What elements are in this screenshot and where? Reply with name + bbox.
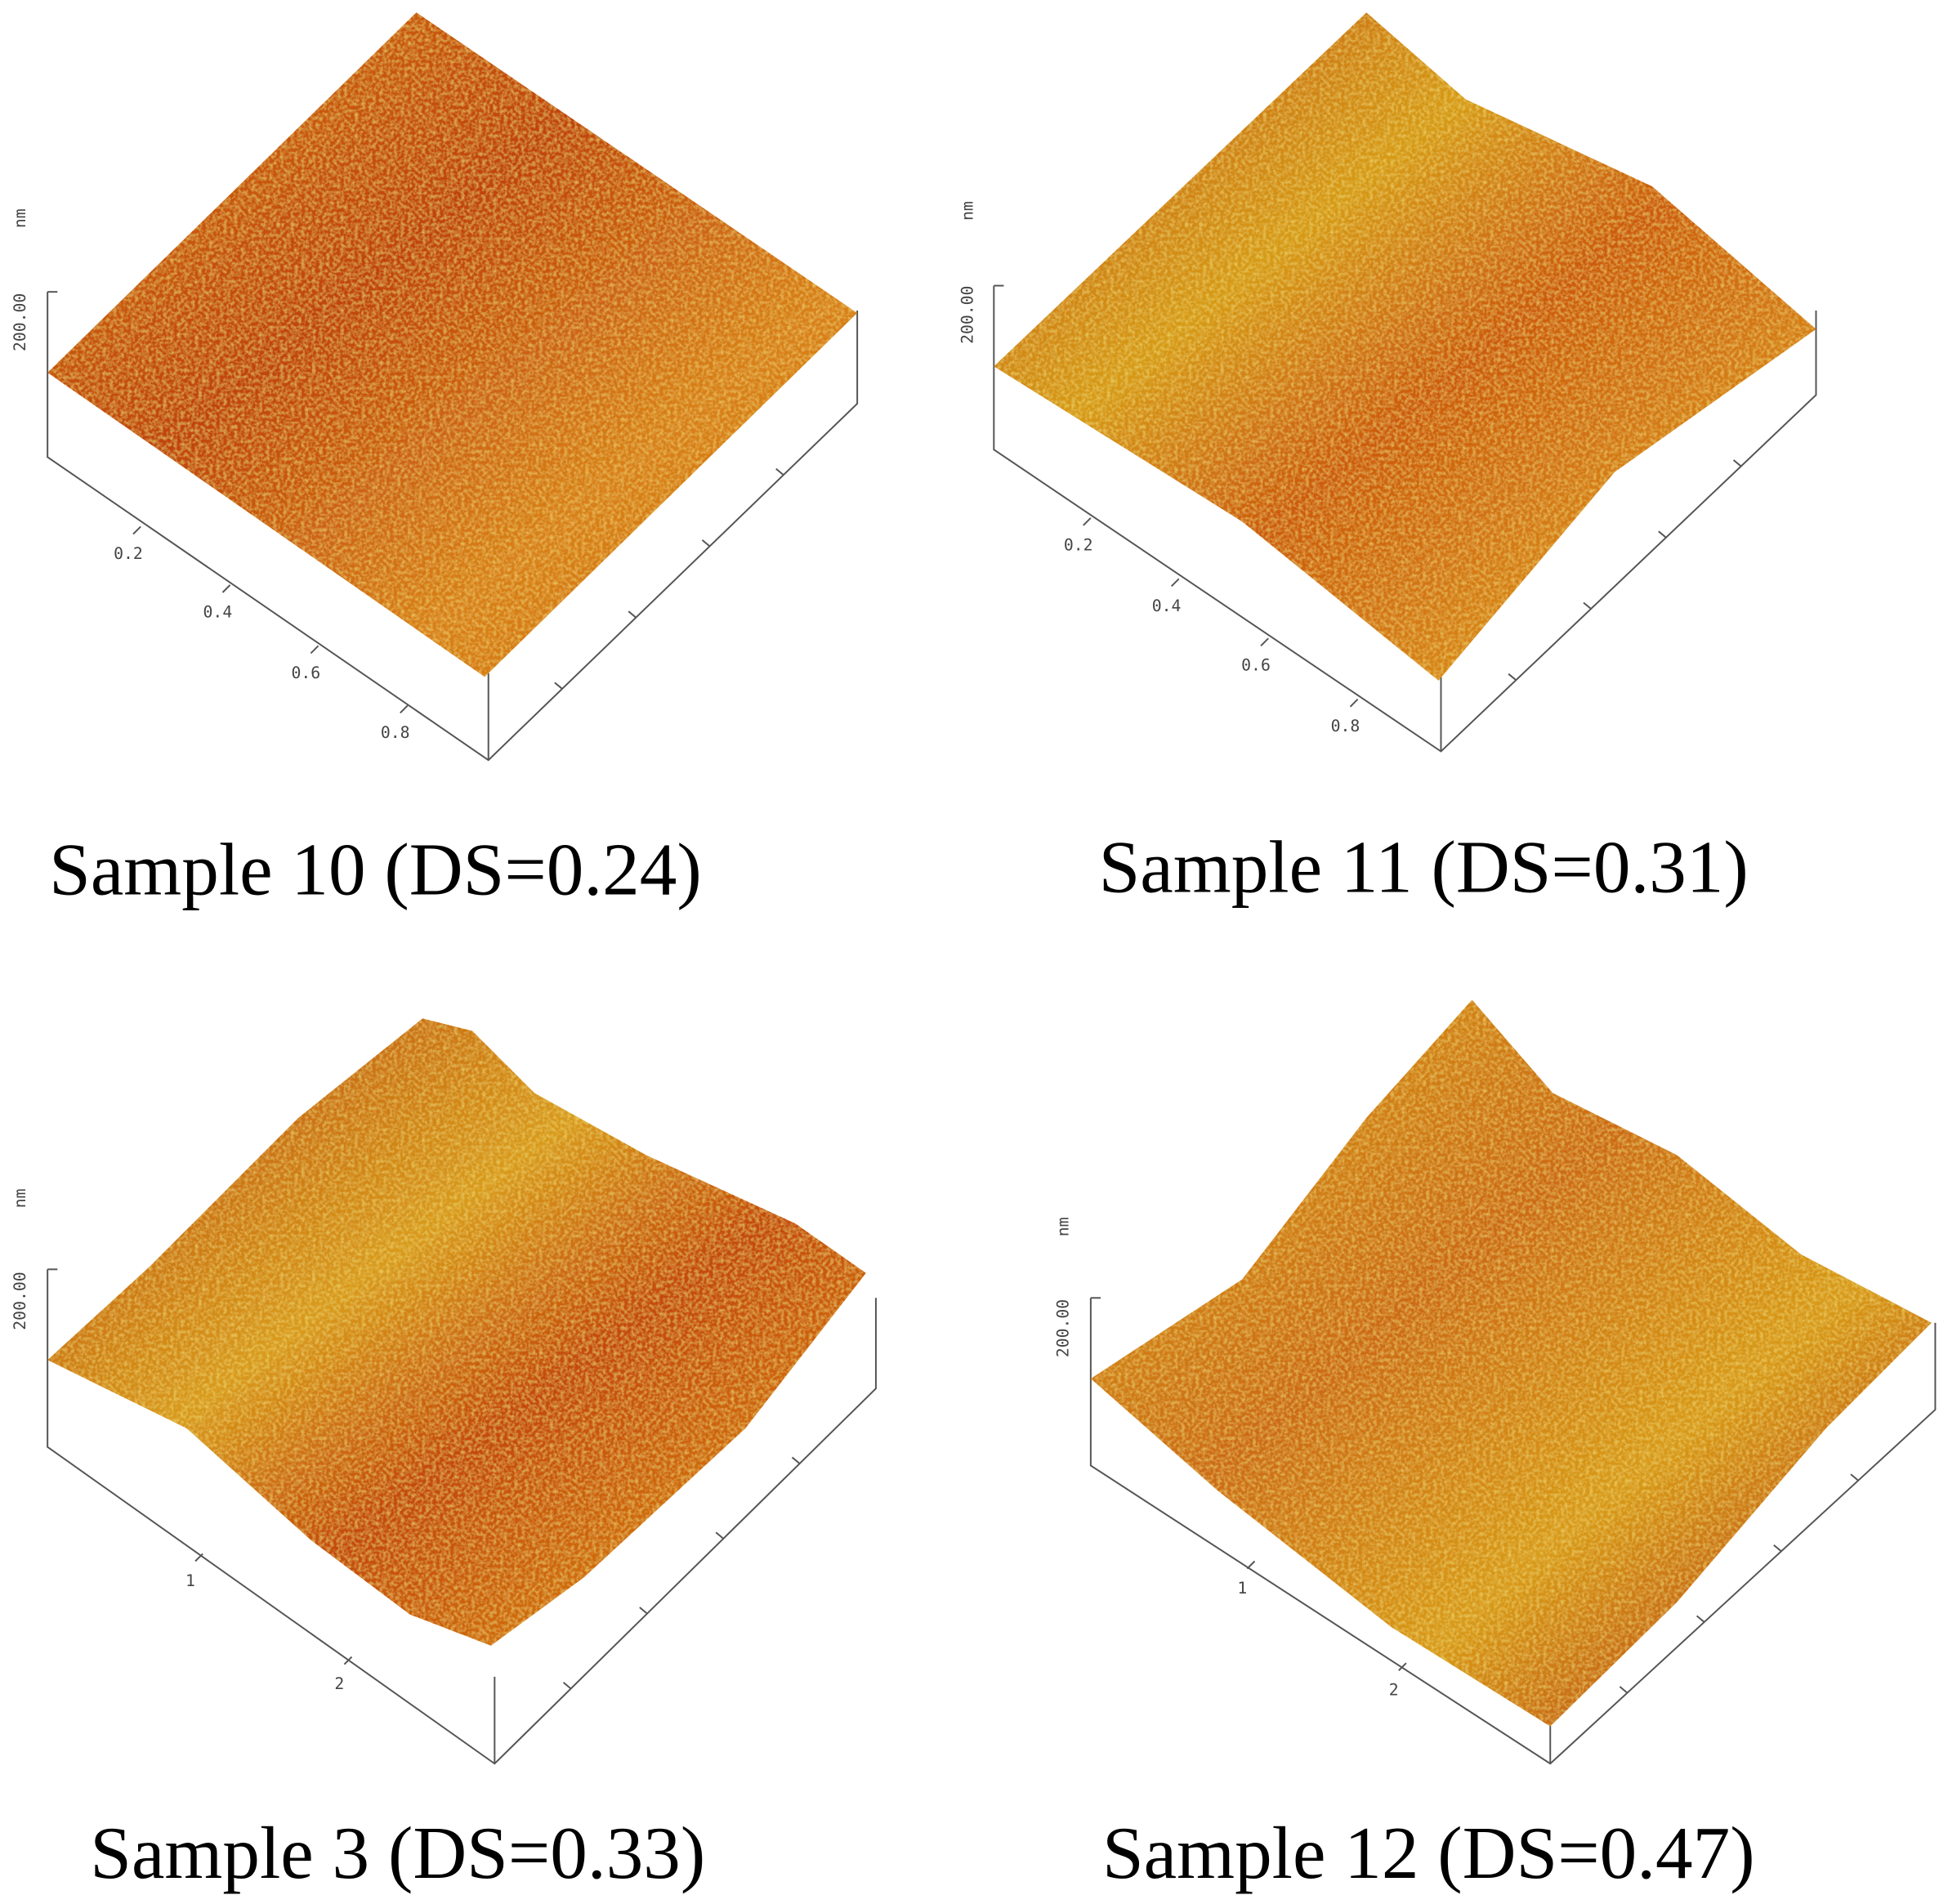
caption: Sample 11 (DS=0.31) xyxy=(1099,825,1749,908)
x-tick xyxy=(1083,517,1092,526)
y-tick xyxy=(1658,530,1667,539)
y-tick xyxy=(1508,673,1517,682)
y-tick xyxy=(1696,1615,1705,1623)
y-tick xyxy=(562,1682,572,1690)
y-tick xyxy=(628,610,637,619)
x-tick xyxy=(132,525,141,535)
x-tick-label: 2 xyxy=(334,1674,344,1693)
y-tick xyxy=(1583,601,1592,610)
y-tick xyxy=(1773,1544,1782,1553)
z-tick-label: 200.00 xyxy=(11,293,29,351)
z-unit: nm xyxy=(958,201,976,221)
x-tick-label: 0.2 xyxy=(114,544,143,563)
y-tick xyxy=(701,539,711,548)
y-tick xyxy=(775,467,784,476)
y-tick xyxy=(1732,459,1742,467)
z-unit: nm xyxy=(11,208,29,228)
x-tick-label: 0.8 xyxy=(381,723,410,742)
x-tick xyxy=(310,645,319,655)
x-tick-label: 0.6 xyxy=(291,664,320,682)
x-tick-label: 0.2 xyxy=(1064,535,1093,554)
x-tick xyxy=(221,584,231,593)
z-tick-label: 200.00 xyxy=(1054,1299,1073,1357)
y-tick xyxy=(715,1531,724,1540)
x-tick-label: 1 xyxy=(1237,1579,1247,1598)
afm-surface xyxy=(47,12,858,677)
z-tick-label: 200.00 xyxy=(11,1272,29,1330)
z-unit: nm xyxy=(1054,1217,1073,1236)
afm-surface xyxy=(47,1018,866,1646)
x-tick xyxy=(1170,578,1180,588)
x-tick-label: 0.4 xyxy=(1152,597,1182,615)
x-tick-label: 0.6 xyxy=(1241,656,1271,675)
x-tick xyxy=(1246,1560,1256,1570)
y-tick xyxy=(554,682,563,690)
z-tick-label: 200.00 xyxy=(958,286,976,344)
x-tick xyxy=(1349,699,1359,708)
caption: Sample 10 (DS=0.24) xyxy=(49,828,702,910)
z-unit: nm xyxy=(11,1189,29,1209)
y-tick xyxy=(1850,1473,1859,1482)
y-tick xyxy=(639,1607,648,1615)
caption: Sample 3 (DS=0.33) xyxy=(90,1812,705,1894)
x-tick-label: 0.4 xyxy=(203,602,233,621)
x-tick xyxy=(194,1553,203,1562)
x-tick xyxy=(1260,637,1269,647)
afm-surface xyxy=(1090,999,1932,1727)
afm-surface xyxy=(994,12,1816,681)
caption: Sample 12 (DS=0.47) xyxy=(1102,1812,1755,1894)
x-tick xyxy=(1398,1662,1407,1671)
x-tick-label: 2 xyxy=(1389,1681,1399,1700)
x-tick-label: 1 xyxy=(185,1571,195,1590)
x-tick-label: 0.8 xyxy=(1331,717,1360,735)
y-tick xyxy=(1619,1686,1629,1694)
y-tick xyxy=(791,1456,801,1464)
x-tick xyxy=(343,1656,353,1665)
x-tick xyxy=(400,704,409,714)
